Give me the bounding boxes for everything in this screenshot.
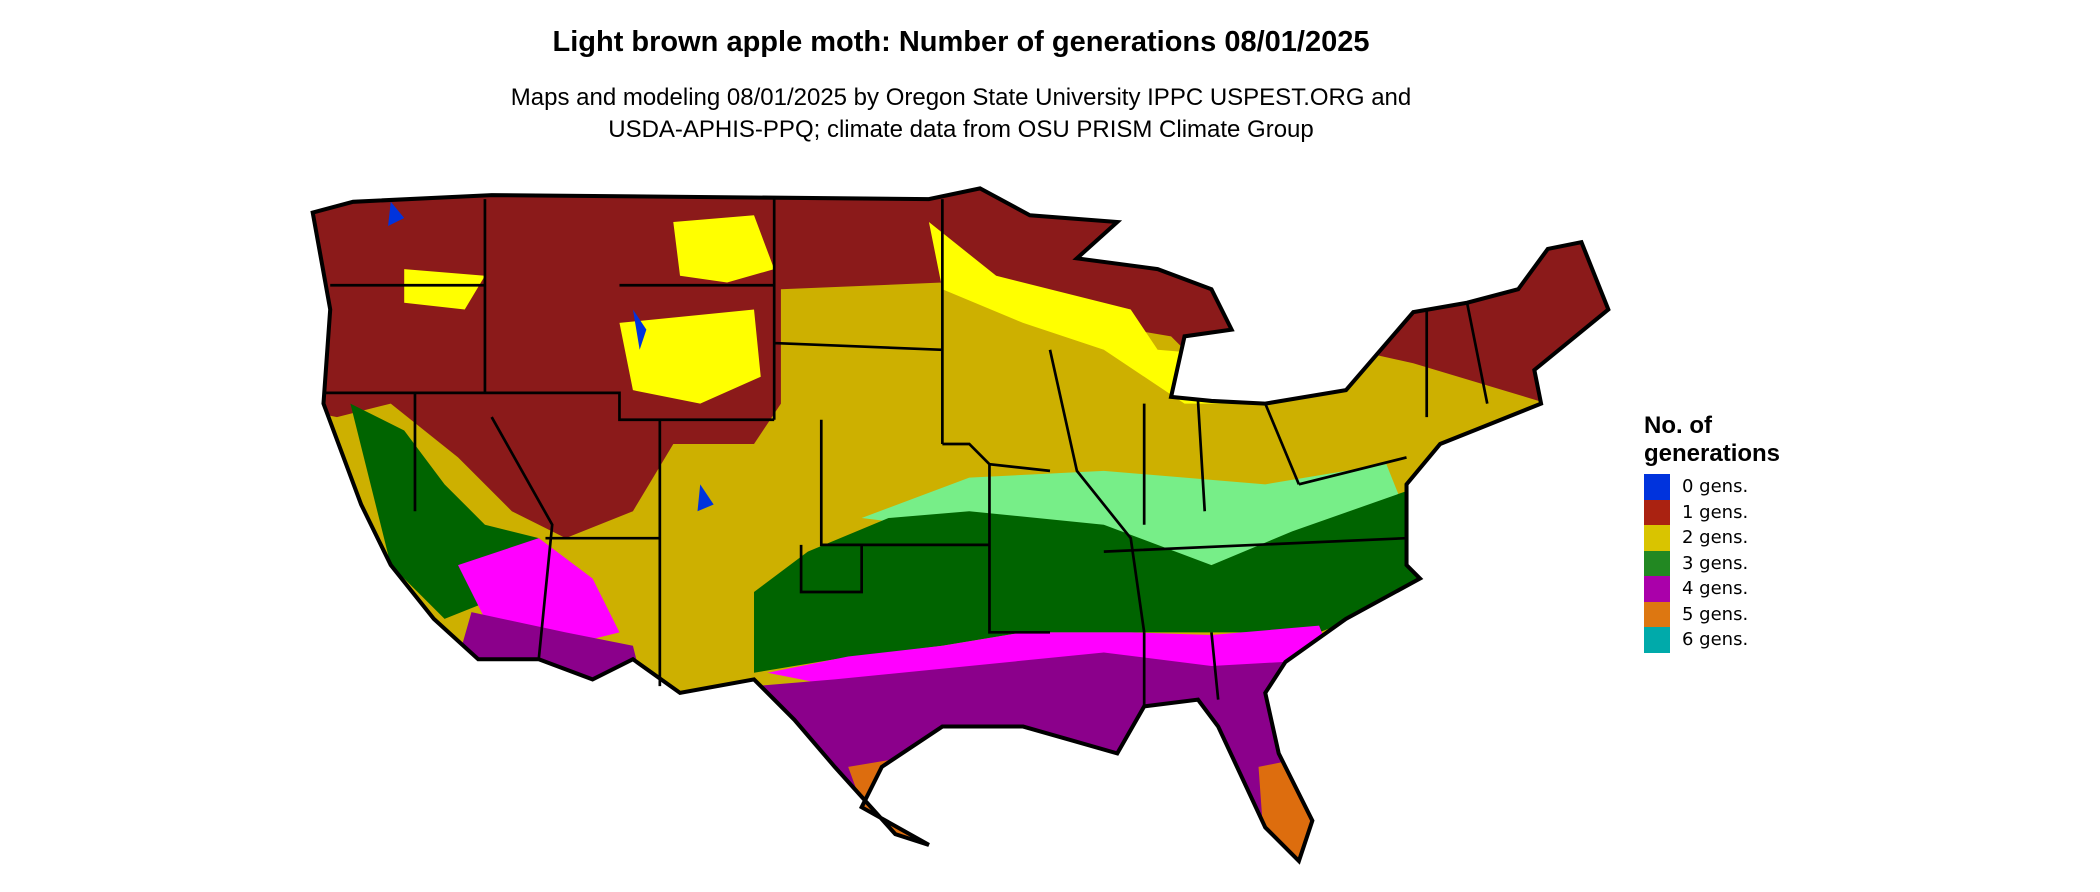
zone-5-gens: [848, 760, 1326, 862]
zone-3-gens: [350, 403, 1427, 673]
legend-item-5-gens: 5 gens.: [1644, 601, 1780, 627]
zone-3-gens-light: [861, 464, 1400, 566]
zone-2-gens-bright: [928, 221, 1259, 404]
legend-label: 3 gens.: [1682, 552, 1749, 574]
map-subtitle-line1: Maps and modeling 08/01/2025 by Oregon S…: [510, 84, 1412, 111]
legend-item-0-gens: 0 gens.: [1644, 474, 1780, 500]
legend: No. of generations 0 gens. 1 gens. 2 gen…: [1644, 412, 1780, 653]
legend-swatch: [1644, 499, 1670, 525]
legend-label: 0 gens.: [1682, 476, 1749, 498]
map-title: Light brown apple moth: Number of genera…: [552, 26, 1370, 58]
legend-title-line2: generations: [1644, 440, 1781, 467]
legend-swatch: [1644, 627, 1670, 653]
legend-label: 5 gens.: [1682, 603, 1749, 625]
map-subtitle-line2: USDA-APHIS-PPQ; climate data from OSU PR…: [608, 116, 1314, 143]
legend-label: 4 gens.: [1682, 578, 1749, 600]
legend-swatch: [1644, 525, 1670, 551]
legend-item-6-gens: 6 gens.: [1644, 627, 1780, 653]
legend-item-2-gens: 2 gens.: [1644, 525, 1780, 551]
legend-item-4-gens: 4 gens.: [1644, 576, 1780, 602]
legend-swatch: [1644, 576, 1670, 602]
legend-swatch: [1644, 550, 1670, 576]
legend-items: 0 gens. 1 gens. 2 gens. 3 gens. 4 gens. …: [1644, 474, 1780, 653]
legend-swatch: [1644, 601, 1670, 627]
legend-item-1-gens: 1 gens.: [1644, 499, 1780, 525]
generation-zones: [312, 188, 1609, 862]
legend-label: 1 gens.: [1682, 501, 1749, 523]
zone-4-gens-bright: [458, 538, 1333, 687]
legend-item-3-gens: 3 gens.: [1644, 550, 1780, 576]
legend-title-line1: No. of: [1644, 412, 1712, 439]
zone-2-gens-bright: [404, 215, 775, 404]
legend-swatch: [1644, 474, 1670, 500]
legend-label: 2 gens.: [1682, 527, 1749, 549]
state-borders: [313, 188, 1609, 861]
legend-label: 6 gens.: [1682, 629, 1749, 651]
